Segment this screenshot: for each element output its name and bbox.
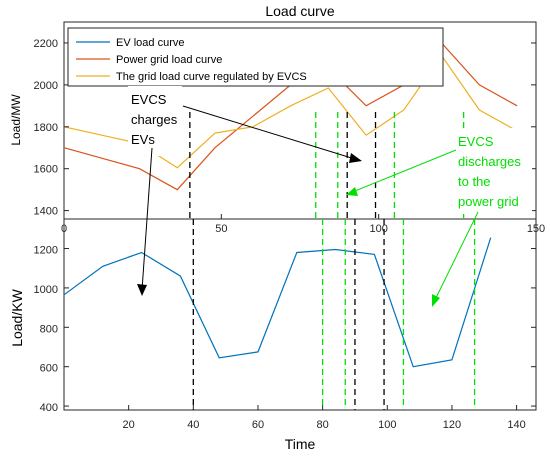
top-y-tick-label: 1400 bbox=[34, 206, 58, 218]
discharge-arrowhead-left bbox=[346, 187, 358, 196]
discharge-text-line3: to the bbox=[458, 174, 491, 189]
top-y-tick-label: 1800 bbox=[34, 122, 58, 134]
discharge-arrowhead-down bbox=[432, 294, 440, 307]
bottom-plot-frame bbox=[63, 218, 537, 411]
bottom-y-tick-label: 600 bbox=[40, 363, 58, 375]
discharge-annotation: EVCS discharges to the power grid bbox=[346, 128, 532, 307]
bottom-x-tick-label: 140 bbox=[507, 419, 525, 431]
discharge-text-line2: discharges bbox=[458, 154, 521, 169]
chart-title: Load curve bbox=[265, 3, 334, 19]
bottom-x-tick-label: 120 bbox=[443, 419, 461, 431]
top-x-tick-label: 150 bbox=[527, 223, 545, 235]
legend-label-grid: Power grid load curve bbox=[116, 54, 222, 66]
bottom-y-tick-label: 1000 bbox=[34, 284, 58, 296]
legend: EV load curve Power grid load curve The … bbox=[67, 27, 444, 87]
top-y-tick-label: 2000 bbox=[34, 80, 58, 92]
bottom-y-tick-label: 1200 bbox=[34, 245, 58, 257]
charge-annotation-backdrop bbox=[128, 86, 182, 156]
bottom-x-tick-label: 60 bbox=[252, 419, 264, 431]
top-y-tick-label: 1600 bbox=[34, 164, 58, 176]
bottom-x-tick-label: 100 bbox=[378, 419, 396, 431]
charge-arrow-right bbox=[182, 105, 359, 161]
axis-ticks: 1400 1600 1800 2000 2200 0 50 100 150 400 600 800 10… bbox=[34, 38, 546, 431]
charge-annotation: EVCS charges EVs bbox=[128, 86, 362, 296]
bottom-y-tick-label: 800 bbox=[40, 323, 58, 335]
discharge-text-line4: power grid bbox=[458, 194, 519, 209]
top-x-tick-label: 0 bbox=[61, 223, 67, 235]
charge-text-line1: EVCS bbox=[131, 92, 167, 107]
top-x-tick-label: 50 bbox=[215, 223, 227, 235]
bottom-x-tick-label: 40 bbox=[187, 419, 199, 431]
top-y-tick-label: 2200 bbox=[34, 38, 58, 50]
top-y-axis-label: Load/MW bbox=[9, 94, 23, 146]
discharge-arrow-left bbox=[349, 149, 457, 194]
discharge-arrow-down bbox=[433, 211, 479, 303]
bottom-x-tick-label: 80 bbox=[317, 419, 329, 431]
charge-text-line2: charges bbox=[131, 112, 178, 127]
top-x-tick-label: 100 bbox=[369, 223, 387, 235]
bottom-y-tick-label: 400 bbox=[40, 402, 58, 414]
legend-label-ev: EV load curve bbox=[116, 37, 184, 49]
bottom-x-tick-label: 20 bbox=[123, 419, 135, 431]
legend-box bbox=[67, 27, 444, 87]
discharge-annotation-backdrop bbox=[456, 128, 532, 214]
charge-text-line3: EVs bbox=[131, 132, 155, 147]
charge-arrowhead-down bbox=[137, 284, 147, 296]
bottom-y-axis-label: Load/KW bbox=[9, 288, 25, 346]
charge-arrow-down bbox=[141, 147, 153, 291]
legend-label-regulated: The grid load curve regulated by EVCS bbox=[116, 71, 307, 83]
charge-arrowhead-right bbox=[349, 153, 362, 163]
series-line-ev-load-curve bbox=[63, 237, 492, 368]
discharge-text-line1: EVCS bbox=[458, 134, 494, 149]
x-axis-label: Time bbox=[285, 436, 316, 452]
bottom-series-group bbox=[63, 237, 492, 368]
